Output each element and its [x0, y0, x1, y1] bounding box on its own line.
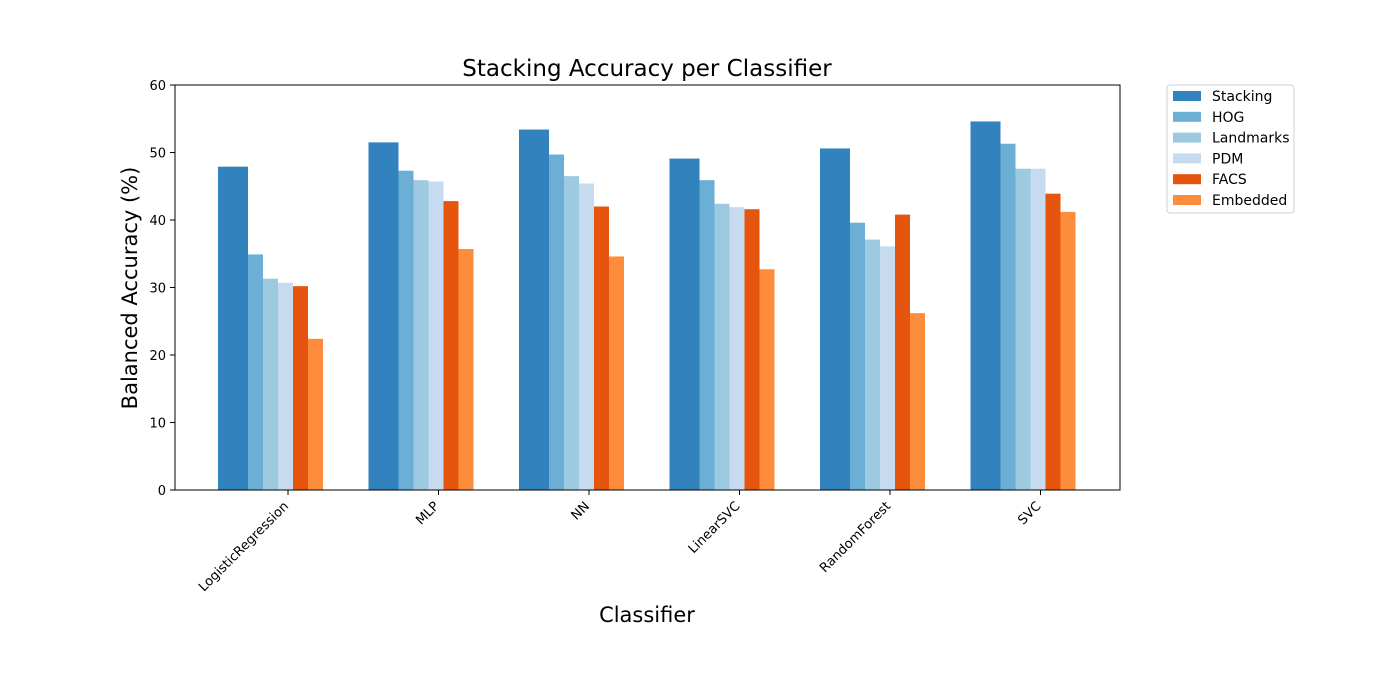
legend-label-pdm: PDM	[1212, 151, 1243, 167]
bar-hog-nn	[549, 154, 564, 490]
bar-landmarks-svc	[1015, 168, 1031, 490]
x-tick-label: NN	[569, 499, 593, 523]
x-tick-label: LinearSVC	[686, 499, 744, 557]
legend-label-landmarks: Landmarks	[1212, 131, 1290, 147]
x-tick-label: MLP	[413, 499, 442, 528]
legend-swatch-pdm	[1173, 153, 1201, 164]
bar-stacking-randomforest	[820, 148, 850, 490]
x-tick-label: LogisticRegression	[196, 499, 292, 595]
bar-landmarks-nn	[564, 176, 579, 490]
x-tick-label: SVC	[1015, 499, 1044, 528]
bar-pdm-nn	[579, 183, 594, 491]
bar-landmarks-randomforest	[865, 239, 880, 490]
y-tick-label: 10	[149, 417, 166, 432]
bar-hog-randomforest	[850, 222, 865, 490]
bar-facs-mlp	[443, 201, 459, 490]
bar-pdm-mlp	[428, 181, 444, 490]
bar-landmarks-logisticregression	[263, 278, 278, 490]
bar-embedded-svc	[1060, 211, 1076, 490]
bar-hog-svc	[1000, 143, 1016, 490]
bar-facs-nn	[594, 206, 609, 490]
legend-swatch-hog	[1173, 111, 1201, 122]
y-tick-label: 30	[149, 282, 166, 297]
legend-swatch-facs	[1173, 174, 1201, 185]
legend-label-hog: HOG	[1212, 110, 1244, 126]
bar-landmarks-mlp	[413, 180, 429, 491]
bar-embedded-randomforest	[910, 313, 925, 490]
x-tick-label: RandomForest	[817, 499, 894, 576]
bar-stacking-mlp	[368, 142, 399, 490]
bar-embedded-linearsvc	[759, 269, 775, 490]
y-tick-label: 40	[149, 214, 166, 229]
bar-pdm-linearsvc	[729, 207, 745, 491]
legend-swatch-landmarks	[1173, 132, 1201, 143]
bar-stacking-linearsvc	[669, 158, 700, 490]
bar-stacking-svc	[970, 121, 1001, 490]
bar-embedded-logisticregression	[308, 338, 323, 490]
legend-swatch-embedded	[1173, 195, 1201, 205]
bars-layer	[218, 121, 1076, 491]
bar-facs-svc	[1045, 193, 1061, 491]
bar-facs-linearsvc	[744, 209, 760, 490]
bar-landmarks-linearsvc	[714, 203, 730, 491]
bar-facs-randomforest	[895, 214, 910, 490]
y-tick-label: 20	[149, 349, 166, 364]
y-tick-label: 60	[149, 79, 166, 94]
bar-hog-mlp	[398, 170, 414, 490]
bar-facs-logisticregression	[293, 286, 308, 490]
legend: Stacking HOG Landmarks PDM FACS Embedded	[1166, 84, 1295, 214]
y-axis-label: Balanced Accuracy (%)	[118, 167, 142, 410]
bar-pdm-randomforest	[880, 246, 895, 490]
bar-hog-linearsvc	[699, 180, 715, 491]
bar-embedded-mlp	[458, 249, 474, 490]
bar-embedded-nn	[609, 256, 624, 490]
chart-title: Stacking Accuracy per Classifier	[462, 56, 832, 82]
bar-pdm-svc	[1030, 168, 1046, 490]
bar-hog-logisticregression	[248, 254, 263, 490]
bar-stacking-nn	[519, 129, 549, 491]
legend-label-embedded: Embedded	[1212, 193, 1287, 209]
bar-pdm-logisticregression	[278, 282, 293, 490]
bar-stacking-logisticregression	[218, 166, 248, 491]
y-tick-label: 50	[149, 147, 166, 162]
legend-label-facs: FACS	[1212, 172, 1247, 188]
legend-swatch-stacking	[1173, 91, 1201, 101]
y-tick-label: 0	[158, 484, 166, 499]
legend-label-stacking: Stacking	[1212, 89, 1272, 105]
x-axis-label: Classifier	[599, 603, 695, 627]
